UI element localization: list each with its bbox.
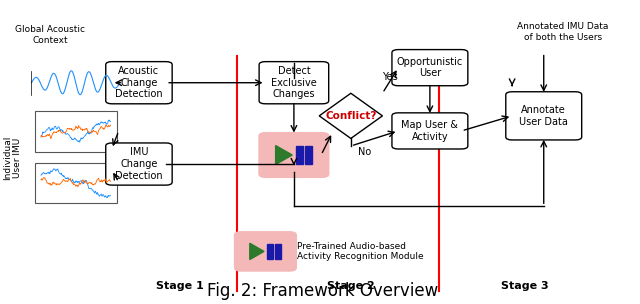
Text: Stage 2: Stage 2	[327, 281, 374, 291]
Bar	[296, 146, 303, 164]
Text: Fig. 2: Framework Overview: Fig. 2: Framework Overview	[207, 282, 438, 300]
FancyBboxPatch shape	[106, 143, 172, 185]
Text: Global Acoustic
Context: Global Acoustic Context	[15, 26, 85, 45]
Polygon shape	[250, 243, 264, 260]
Polygon shape	[276, 146, 292, 164]
FancyBboxPatch shape	[235, 232, 296, 271]
Text: Conflict?: Conflict?	[325, 111, 376, 121]
Text: Acoustic
Change
Detection: Acoustic Change Detection	[115, 66, 163, 99]
Bar	[35, 111, 117, 152]
Text: Stage 3: Stage 3	[501, 281, 548, 291]
FancyBboxPatch shape	[259, 133, 328, 177]
Text: Opportunistic
User: Opportunistic User	[397, 57, 463, 78]
FancyBboxPatch shape	[106, 62, 172, 104]
FancyBboxPatch shape	[392, 50, 468, 86]
Polygon shape	[319, 93, 383, 138]
FancyBboxPatch shape	[392, 113, 468, 149]
Text: Map User &
Activity: Map User & Activity	[401, 120, 458, 142]
FancyBboxPatch shape	[259, 62, 329, 104]
Text: Annotate
User Data: Annotate User Data	[519, 105, 568, 127]
Text: Stage 1: Stage 1	[156, 281, 204, 291]
Text: Detect
Exclusive
Changes: Detect Exclusive Changes	[271, 66, 317, 99]
Text: IMU
Change
Detection: IMU Change Detection	[115, 147, 163, 181]
FancyBboxPatch shape	[506, 92, 582, 140]
Text: Individual
User IMU: Individual User IMU	[3, 136, 22, 180]
Text: Yes: Yes	[382, 72, 397, 82]
Text: No: No	[358, 147, 372, 157]
Bar	[275, 244, 281, 259]
Bar	[267, 244, 273, 259]
Bar	[305, 146, 312, 164]
Text: Annotated IMU Data
of both the Users: Annotated IMU Data of both the Users	[517, 22, 609, 42]
Bar	[35, 163, 117, 203]
Text: Pre-Trained Audio-based
Activity Recognition Module: Pre-Trained Audio-based Activity Recogni…	[297, 242, 424, 261]
